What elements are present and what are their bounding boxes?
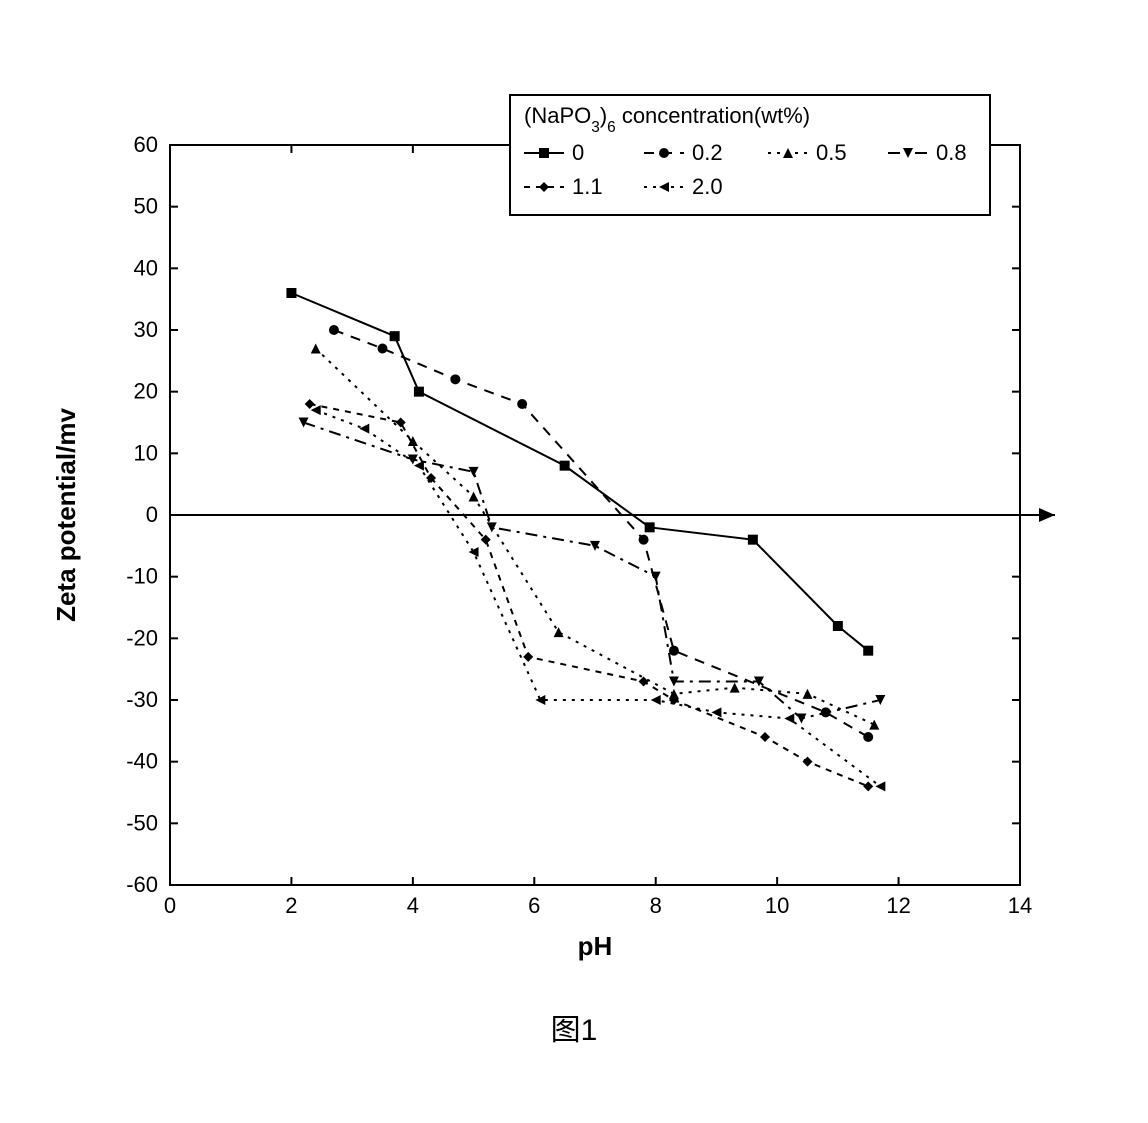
svg-text:1.1: 1.1 bbox=[572, 174, 603, 199]
svg-text:8: 8 bbox=[650, 893, 662, 918]
svg-text:-50: -50 bbox=[126, 810, 158, 835]
svg-text:图1: 图1 bbox=[551, 1014, 598, 1047]
svg-text:50: 50 bbox=[134, 194, 158, 219]
svg-text:-20: -20 bbox=[126, 625, 158, 650]
svg-text:40: 40 bbox=[134, 255, 158, 280]
svg-text:0: 0 bbox=[146, 502, 158, 527]
svg-text:12: 12 bbox=[886, 893, 910, 918]
svg-text:0.5: 0.5 bbox=[816, 140, 847, 165]
svg-text:10: 10 bbox=[765, 893, 789, 918]
svg-text:-60: -60 bbox=[126, 872, 158, 897]
svg-text:0: 0 bbox=[164, 893, 176, 918]
svg-text:0.8: 0.8 bbox=[936, 140, 967, 165]
svg-text:pH: pH bbox=[578, 931, 613, 961]
svg-text:2: 2 bbox=[285, 893, 297, 918]
chart-container: 0 2 4 6 8 10 12 14 -60 -50 -40 -30 -20 -10 0 10 20 30 40 50… bbox=[0, 0, 1148, 1123]
svg-text:0: 0 bbox=[572, 140, 584, 165]
svg-text:2.0: 2.0 bbox=[692, 174, 723, 199]
svg-text:-30: -30 bbox=[126, 687, 158, 712]
svg-text:0.2: 0.2 bbox=[692, 140, 723, 165]
svg-text:6: 6 bbox=[528, 893, 540, 918]
svg-text:60: 60 bbox=[134, 132, 158, 157]
svg-text:4: 4 bbox=[407, 893, 419, 918]
svg-text:Zeta potential/mv: Zeta potential/mv bbox=[51, 408, 81, 622]
zeta-potential-chart: 0 2 4 6 8 10 12 14 -60 -50 -40 -30 -20 -10 0 10 20 30 40 50… bbox=[0, 0, 1148, 1123]
svg-text:-40: -40 bbox=[126, 749, 158, 774]
svg-text:30: 30 bbox=[134, 317, 158, 342]
svg-text:14: 14 bbox=[1008, 893, 1032, 918]
svg-text:-10: -10 bbox=[126, 564, 158, 589]
svg-text:10: 10 bbox=[134, 440, 158, 465]
svg-text:20: 20 bbox=[134, 379, 158, 404]
